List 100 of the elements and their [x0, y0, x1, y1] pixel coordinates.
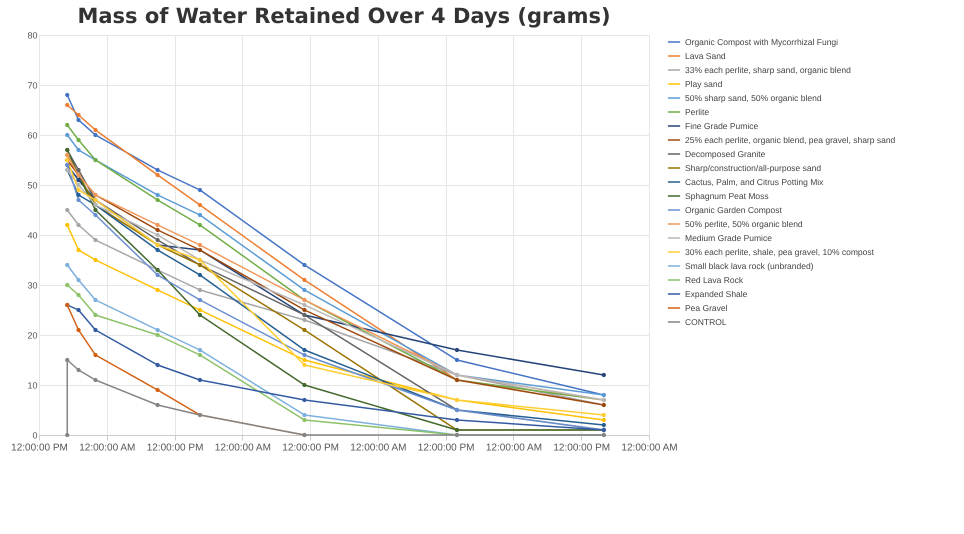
legend-label: Medium Grade Pumice: [685, 233, 772, 243]
point: [454, 418, 460, 422]
legend-label: Perlite: [685, 107, 710, 117]
point: [76, 138, 81, 142]
point: [155, 232, 160, 238]
point: [155, 328, 160, 332]
legend-label: Red Lava Rock: [685, 275, 744, 285]
y-tick-label: 50: [27, 180, 38, 190]
point: [76, 188, 81, 192]
point: [302, 262, 307, 268]
point: [65, 102, 70, 108]
point: [302, 382, 307, 388]
point: [302, 418, 307, 422]
x-tick-label: 12:00:00 PM: [282, 442, 339, 454]
legend-label: Pea Gravel: [685, 303, 728, 313]
point: [155, 172, 160, 178]
point: [76, 182, 81, 188]
point: [93, 132, 98, 138]
legend-label: 30% each perlite, shale, pea gravel, 10% compost: [685, 247, 875, 257]
point: [76, 292, 81, 298]
point: [93, 128, 98, 132]
point: [302, 348, 307, 352]
x-tick-label: 12:00:00 AM: [621, 442, 678, 454]
point: [155, 332, 160, 338]
point: [65, 92, 70, 98]
point: [454, 348, 460, 352]
point: [155, 288, 160, 292]
point: [93, 378, 98, 382]
point: [198, 288, 202, 292]
x-tick-label: 12:00:00 PM: [146, 442, 204, 454]
x-tick-label: 12:00:00 AM: [486, 442, 542, 454]
legend-label: Lava Sand: [685, 51, 726, 61]
point: [65, 132, 70, 138]
point: [302, 398, 307, 402]
legend-label: 25% each perlite, organic blend, pea gravel, sharp sand: [685, 135, 896, 145]
point: [155, 388, 160, 392]
point: [155, 272, 160, 278]
point: [454, 358, 460, 362]
y-tick-label: 0: [32, 430, 38, 440]
point: [93, 312, 98, 318]
point: [65, 222, 70, 228]
legend-label: Decomposed Granite: [685, 149, 766, 159]
point: [155, 238, 160, 242]
legend-label: Fine Grade Pumice: [685, 121, 758, 131]
point: [198, 352, 202, 358]
point: [93, 258, 98, 262]
point: [76, 368, 81, 372]
point: [302, 288, 307, 292]
point: [155, 402, 160, 408]
point: [198, 348, 202, 352]
point: [302, 278, 307, 282]
x-tick-label: 12:00:00 PM: [11, 442, 68, 454]
legend-label: Play sand: [685, 79, 723, 89]
legend-label: Organic Garden Compost: [685, 205, 782, 215]
y-tick-label: 20: [27, 330, 38, 340]
point: [302, 318, 307, 322]
point: [93, 238, 98, 242]
point: [155, 248, 160, 252]
point: [65, 282, 70, 288]
legend-label: Organic Compost with Mycorrhizal Fungi: [685, 37, 838, 47]
point: [302, 412, 307, 418]
point: [198, 212, 202, 218]
point: [93, 298, 98, 302]
point: [76, 168, 81, 172]
point: [602, 422, 606, 428]
x-tick-label: 12:00:00 AM: [79, 442, 136, 454]
legend-label: Small black lava rock (unbranded): [685, 261, 814, 271]
legend-label: Sharp/construction/all-purpose sand: [685, 163, 822, 173]
point: [198, 298, 202, 302]
point: [93, 212, 98, 218]
point: [76, 222, 81, 228]
y-tick-label: 80: [27, 30, 38, 40]
point: [198, 272, 202, 278]
point: [76, 278, 81, 282]
point: [302, 362, 307, 368]
legend-label: 50% sharp sand, 50% organic blend: [685, 93, 822, 103]
legend-label: Cactus, Palm, and Citrus Potting Mix: [685, 177, 824, 187]
point: [198, 202, 202, 208]
point: [302, 328, 307, 332]
point: [198, 308, 202, 312]
point: [155, 228, 160, 232]
point: [76, 112, 81, 118]
point: [198, 312, 202, 318]
legend-label: Sphagnum Peat Moss: [685, 191, 769, 201]
point: [65, 208, 70, 212]
point: [155, 192, 160, 198]
y-tick-label: 60: [27, 130, 38, 140]
point: [302, 302, 307, 308]
y-tick-label: 70: [27, 80, 38, 90]
point: [155, 222, 160, 228]
y-tick-label: 10: [27, 380, 38, 390]
point: [76, 198, 81, 202]
point: [198, 378, 202, 382]
point: [198, 222, 202, 228]
point: [93, 328, 98, 332]
chart-title: Mass of Water Retained Over 4 Days (grams): [77, 4, 611, 28]
point: [155, 168, 160, 172]
point: [65, 262, 70, 268]
point: [76, 308, 81, 312]
point: [602, 418, 606, 422]
